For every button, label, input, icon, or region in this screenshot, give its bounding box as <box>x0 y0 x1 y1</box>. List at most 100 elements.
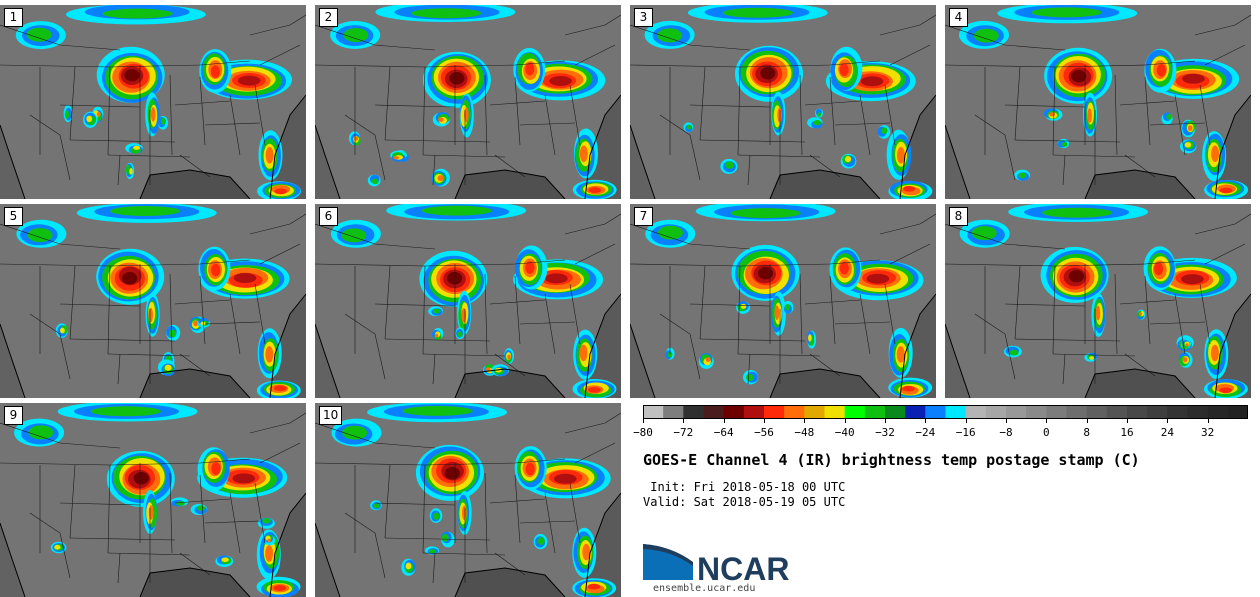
ir-satellite-map <box>315 204 621 398</box>
state-border <box>249 14 306 36</box>
cloud-top-contour <box>196 505 205 511</box>
state-border <box>1004 104 1086 108</box>
ensemble-member-panel: 3 <box>630 5 936 199</box>
member-number-label: 5 <box>4 207 23 226</box>
pacific-water <box>315 125 340 199</box>
cloud-top-contour <box>444 467 460 480</box>
cloud-top-contour <box>54 544 61 550</box>
colorbar-tick-labels: −80 −72 −64 −56 −48 −40 −32 −24 −16 −8 0 8 16 24 32 <box>633 419 1253 441</box>
state-border <box>254 84 266 146</box>
state-border <box>747 353 751 385</box>
cloud-top-contour <box>438 117 444 122</box>
colorbar-bin <box>985 405 1007 419</box>
state-border <box>737 154 821 158</box>
state-border <box>0 60 251 68</box>
state-border <box>544 94 556 156</box>
colorbar-tick-label: −72 <box>673 426 694 439</box>
colorbar-bin <box>864 405 886 419</box>
cloud-top-contour <box>1210 344 1219 362</box>
cloud-top-contour <box>433 512 440 520</box>
member-number-label: 9 <box>4 406 23 425</box>
state-border <box>689 104 771 108</box>
coastline <box>315 94 621 199</box>
state-border <box>229 94 241 156</box>
ensemble-member-panel: 10 <box>315 403 621 597</box>
colorbar-tick-mark <box>1086 419 1088 423</box>
state-border <box>889 243 931 265</box>
state-border <box>259 442 301 464</box>
state-border <box>884 283 896 345</box>
state-border <box>544 492 556 554</box>
state-border <box>834 321 891 325</box>
state-border <box>107 265 111 355</box>
cloud-top-contour <box>554 473 577 484</box>
state-border <box>0 223 121 250</box>
state-border <box>179 552 211 576</box>
cloud-top-contour <box>813 119 821 126</box>
cloud-top-contour <box>757 267 774 280</box>
cloud-top-contour <box>1166 113 1172 120</box>
cloud-top-contour <box>740 303 747 309</box>
state-border <box>699 139 806 143</box>
state-border <box>199 474 206 544</box>
state-border <box>489 498 546 504</box>
member-number-label: 8 <box>949 207 968 226</box>
cloud-top-contour <box>866 273 890 284</box>
state-border <box>374 502 456 506</box>
cloud-top-contour <box>176 501 185 506</box>
state-border <box>107 464 111 554</box>
cloud-top-contour <box>129 168 133 175</box>
colorbar-bin <box>764 405 785 419</box>
state-border <box>117 154 121 186</box>
coastline <box>0 94 306 199</box>
state-border <box>1004 303 1086 307</box>
cloud-top-contour <box>657 28 683 43</box>
init-time: Init: Fri 2018-05-18 00 UTC <box>643 480 846 494</box>
state-border <box>229 492 241 554</box>
state-border <box>574 243 616 265</box>
state-border <box>0 259 251 267</box>
state-border <box>179 353 211 377</box>
cloud-top-contour <box>124 69 140 82</box>
state-border <box>519 520 576 524</box>
state-border <box>422 552 506 556</box>
cloud-top-contour <box>148 307 153 323</box>
cloud-top-contour <box>1182 73 1205 84</box>
colorbar-tick-mark <box>723 419 725 423</box>
cloud-top-contour <box>169 329 177 338</box>
colorbar-bin <box>1127 405 1148 419</box>
colorbar-tick-mark <box>1167 419 1169 423</box>
state-border <box>384 66 391 141</box>
cloud-top-contour <box>746 373 754 382</box>
cloud-top-contour <box>588 187 602 194</box>
state-border <box>689 303 771 307</box>
state-border <box>174 299 231 305</box>
cloud-top-contour <box>525 261 535 274</box>
colorbar-tick-mark <box>683 419 685 423</box>
cloud-top-contour <box>582 543 591 561</box>
gulf-water <box>140 369 250 398</box>
state-border <box>199 76 206 146</box>
pacific-water <box>0 523 25 597</box>
state-border <box>630 259 881 267</box>
cloud-top-contour <box>421 205 492 216</box>
cloud-top-contour <box>860 76 884 87</box>
state-border <box>544 293 556 355</box>
gulf-water <box>140 568 250 597</box>
cloud-top-contour <box>1061 142 1068 147</box>
state-border <box>574 442 616 464</box>
colorbar-bin <box>703 405 725 419</box>
state-border <box>737 66 741 156</box>
colorbar-bin <box>663 405 684 419</box>
state-border <box>69 537 176 541</box>
state-border <box>569 482 581 544</box>
state-border <box>384 537 491 541</box>
state-border <box>1052 265 1056 355</box>
state-border <box>699 338 806 342</box>
cloud-top-contour <box>1071 70 1087 83</box>
gulf-water <box>455 568 565 597</box>
state-border <box>59 303 141 307</box>
atlantic-water <box>585 493 621 597</box>
colorbar-tick-label: 24 <box>1160 426 1174 439</box>
state-border <box>489 299 546 305</box>
